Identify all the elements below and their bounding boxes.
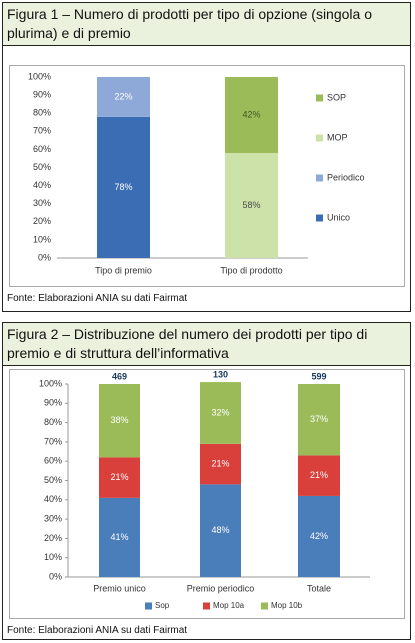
y-tick-label: 90%	[33, 89, 51, 99]
legend-label: Sop	[155, 601, 170, 610]
total-label: 130	[213, 369, 228, 379]
bar-segment	[97, 77, 150, 117]
x-tick-label: Totale	[307, 583, 331, 593]
y-tick-label: 70%	[33, 126, 51, 136]
x-tick-label: Premio unico	[93, 583, 146, 593]
y-tick-label: 60%	[44, 456, 62, 466]
legend-label: Mop 10b	[271, 601, 303, 610]
total-label: 599	[311, 371, 326, 381]
bar-segment	[99, 457, 140, 498]
y-tick-label: 70%	[44, 436, 62, 446]
y-tick-label: 0%	[38, 252, 51, 262]
y-tick-label: 40%	[44, 494, 62, 504]
bar-segment	[298, 384, 340, 456]
data-label: 41%	[110, 532, 128, 542]
legend-label: SOP	[327, 92, 346, 102]
data-label: 58%	[242, 200, 260, 210]
y-tick-label: 10%	[44, 552, 62, 562]
data-label: 21%	[110, 472, 128, 482]
data-label: 38%	[110, 415, 128, 425]
bar-segment	[200, 443, 241, 485]
y-tick-label: 30%	[33, 198, 51, 208]
bar-segment	[225, 77, 278, 154]
y-tick-label: 50%	[44, 475, 62, 485]
y-tick-label: 100%	[39, 378, 62, 388]
y-tick-label: 100%	[28, 71, 51, 81]
bar-segment	[200, 382, 241, 444]
bar-segment	[225, 153, 278, 258]
total-label: 469	[112, 371, 127, 381]
chart-frame	[9, 369, 405, 619]
data-label: 37%	[310, 414, 328, 424]
x-tick-label: Premio periodico	[187, 583, 255, 593]
data-label: 48%	[211, 525, 229, 535]
legend-swatch	[316, 134, 323, 142]
bar-segment	[99, 384, 140, 458]
figure: Figura 2 – Distribuzione del numero dei …	[2, 322, 411, 640]
legend-swatch	[145, 602, 152, 610]
data-label: 42%	[242, 109, 260, 119]
data-label: 22%	[114, 91, 132, 101]
bar-segment	[298, 495, 340, 577]
y-tick-label: 0%	[49, 571, 62, 581]
data-label: 21%	[310, 470, 328, 480]
y-tick-label: 20%	[33, 216, 51, 226]
figure: Figura 1 – Numero di prodotti per tipo d…	[2, 2, 411, 312]
y-tick-label: 90%	[44, 398, 62, 408]
y-tick-label: 40%	[33, 180, 51, 190]
legend-swatch	[316, 214, 323, 222]
y-tick-label: 60%	[33, 144, 51, 154]
legend-label: Mop 10a	[213, 601, 245, 610]
legend-swatch	[316, 174, 323, 182]
source: Fonte: Elaborazioni ANIA su dati Fairmat	[7, 293, 188, 304]
source: Fonte: Elaborazioni ANIA su dati Fairmat	[7, 625, 188, 636]
bar-segment	[99, 497, 140, 577]
legend-label: MOP	[327, 132, 348, 142]
bar-segment	[97, 116, 150, 258]
y-tick-label: 80%	[44, 417, 62, 427]
legend-label: Periodico	[327, 172, 365, 182]
data-label: 42%	[310, 531, 328, 541]
y-tick-label: 50%	[33, 162, 51, 172]
data-label: 32%	[211, 407, 229, 417]
y-tick-label: 10%	[33, 234, 51, 244]
legend-swatch	[203, 602, 210, 610]
data-label: 78%	[114, 182, 132, 192]
bar-segment	[298, 455, 340, 496]
x-tick-label: Tipo di prodotto	[220, 265, 282, 275]
legend-label: Unico	[327, 212, 350, 222]
legend-swatch	[316, 94, 323, 102]
chart-frame	[9, 65, 405, 287]
x-tick-label: Tipo di premio	[95, 265, 152, 275]
caption: Figura 2 – Distribuzione del numero dei …	[3, 323, 410, 366]
y-tick-label: 30%	[44, 513, 62, 523]
legend-swatch	[261, 602, 268, 610]
y-tick-label: 20%	[44, 533, 62, 543]
data-label: 21%	[211, 458, 229, 468]
bar-segment	[200, 484, 241, 577]
caption: Figura 1 – Numero di prodotti per tipo d…	[3, 3, 410, 46]
y-tick-label: 80%	[33, 108, 51, 118]
